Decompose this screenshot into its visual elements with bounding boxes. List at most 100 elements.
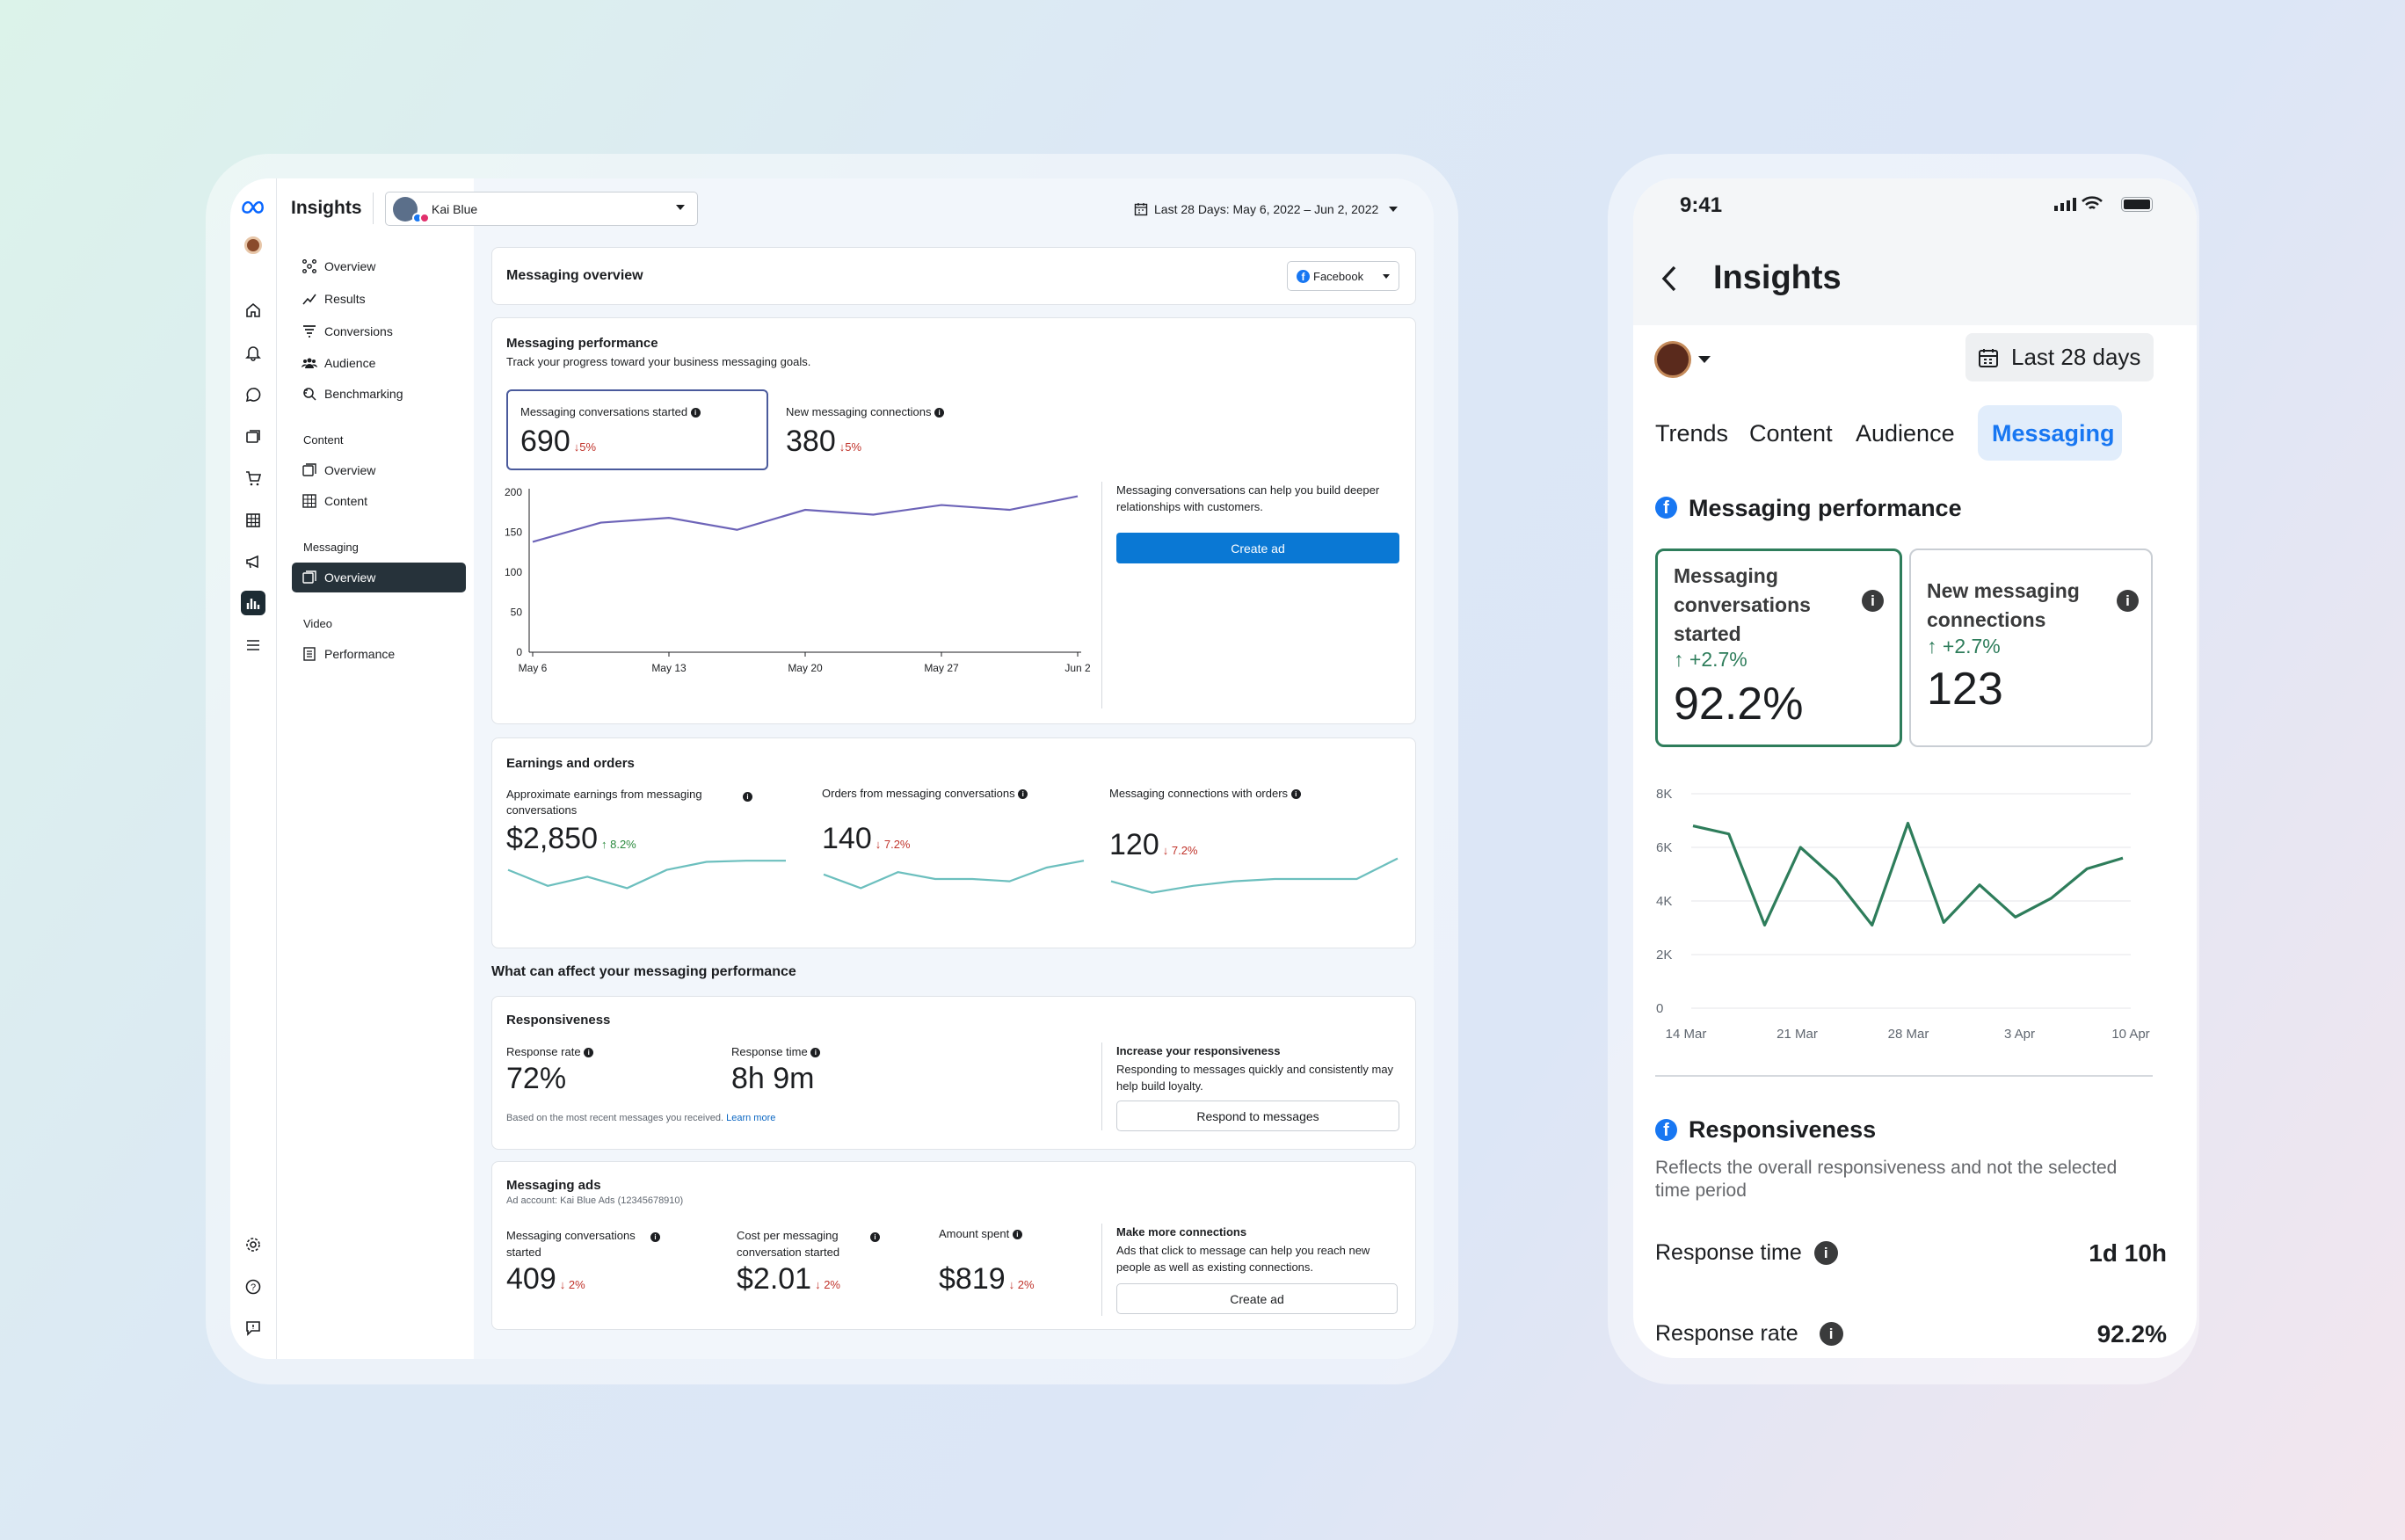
learn-more-link[interactable]: Learn more: [726, 1113, 776, 1123]
account-selector[interactable]: Kai Blue: [385, 192, 698, 226]
page-title: Messaging overview: [506, 268, 643, 283]
nav-video-performance[interactable]: Performance: [292, 639, 466, 669]
info-icon[interactable]: i: [934, 408, 945, 418]
ads-cost-value-wrap: $2.01 ↓ 2%: [737, 1262, 840, 1297]
nav-messaging-overview[interactable]: Overview: [292, 563, 466, 592]
content-icon[interactable]: [241, 425, 265, 449]
ads-title: Messaging ads: [506, 1178, 601, 1193]
resp-side-title: Increase your responsiveness: [1116, 1044, 1281, 1057]
back-arrow-icon[interactable]: [1660, 263, 1681, 294]
tab-audience[interactable]: Audience: [1856, 420, 1955, 447]
respond-to-messages-button[interactable]: Respond to messages: [1116, 1101, 1399, 1131]
help-icon[interactable]: ?: [241, 1275, 265, 1299]
home-icon[interactable]: [241, 298, 265, 323]
info-icon[interactable]: i: [810, 1048, 821, 1058]
insights-chart-icon[interactable]: [241, 591, 265, 615]
earnings-sparkline: [507, 860, 786, 890]
response-time-label: Response time: [731, 1045, 808, 1058]
meta-logo-icon[interactable]: [241, 194, 265, 219]
orders-label: Orders from messaging conversations: [822, 787, 1015, 800]
phone-date-button[interactable]: Last 28 days: [1965, 333, 2154, 381]
nav-content-overview[interactable]: Overview: [292, 455, 466, 485]
date-range-picker[interactable]: Last 28 Days: May 6, 2022 – Jun 2, 2022: [1134, 199, 1399, 220]
x-tick-label: 21 Mar: [1777, 1027, 1818, 1042]
nav-conversions[interactable]: Conversions: [292, 316, 466, 346]
x-tick-label: May 20: [788, 662, 823, 674]
nav-label: Conversions: [324, 324, 393, 338]
gear-icon[interactable]: [241, 1232, 265, 1257]
feedback-icon[interactable]: [241, 1316, 265, 1340]
signal-icon: [2054, 198, 2076, 211]
platform-dropdown[interactable]: f Facebook: [1287, 261, 1399, 291]
phone-metric-change-wrap: ↑ +2.7%: [1927, 635, 2001, 657]
results-icon: [301, 290, 318, 308]
phone-metric-change-wrap: ↑ +2.7%: [1674, 648, 1747, 671]
tab-trends[interactable]: Trends: [1655, 420, 1729, 447]
phone-avatar[interactable]: [1654, 341, 1691, 378]
phone-metric-connections[interactable]: New messaging connections i ↑ +2.7% 123: [1909, 548, 2153, 747]
messaging-ads-card: Messaging ads Ad account: Kai Blue Ads (…: [491, 1161, 1416, 1330]
avatar-chevron-icon[interactable]: [1698, 356, 1711, 363]
performance-title: Messaging performance: [506, 336, 658, 351]
tab-messaging[interactable]: Messaging: [1992, 420, 2115, 447]
messaging-overview-icon: [301, 569, 318, 586]
info-icon[interactable]: i: [1290, 789, 1301, 800]
connections-orders-change: ↓ 7.2%: [1162, 844, 1198, 857]
info-icon[interactable]: i: [1012, 1230, 1022, 1240]
info-icon[interactable]: i: [743, 792, 752, 802]
resp-divider: [1101, 1042, 1102, 1130]
bell-icon[interactable]: [241, 340, 265, 365]
info-icon[interactable]: i: [1819, 1322, 1843, 1346]
chat-icon[interactable]: [241, 382, 265, 407]
nav-audience[interactable]: Audience: [292, 348, 466, 378]
overview-icon: [301, 258, 318, 275]
nav-benchmarking[interactable]: Benchmarking: [292, 379, 466, 409]
nav-overview[interactable]: Overview: [292, 251, 466, 281]
info-icon[interactable]: i: [1813, 1241, 1838, 1265]
ads-conv-value-wrap: 409 ↓ 2%: [506, 1262, 585, 1297]
ads-cost-change: ↓ 2%: [815, 1278, 840, 1291]
info-icon[interactable]: i: [650, 1232, 660, 1242]
phone-response-time-label: Response time: [1655, 1240, 1802, 1265]
content-overview-icon: [301, 461, 318, 479]
orders-value: 140: [822, 822, 872, 855]
x-tick-label: May 27: [924, 662, 959, 674]
affect-heading: What can affect your messaging performan…: [491, 964, 796, 979]
cart-icon[interactable]: [241, 466, 265, 490]
platform-chevron-icon: [1383, 274, 1390, 279]
ads-create-ad-button[interactable]: Create ad: [1116, 1283, 1398, 1314]
metric-card-connections[interactable]: New messaging connections i 380 ↓5%: [774, 389, 1035, 470]
nav-results[interactable]: Results: [292, 284, 466, 314]
info-icon[interactable]: i: [2117, 590, 2139, 612]
left-nav: Overview Results Conversions Audience Be…: [277, 178, 474, 1359]
nav-label: Audience: [324, 356, 376, 370]
metric-value: 380: [786, 425, 836, 458]
phone-metric-label: Messaging conversations started: [1674, 564, 1811, 645]
metric-card-conversations[interactable]: Messaging conversations started i 690 ↓5%: [506, 389, 768, 470]
x-tick-label: May 6: [519, 662, 548, 674]
tab-content[interactable]: Content: [1749, 420, 1833, 447]
phone-metric-conversations[interactable]: Messaging conversations started i ↑ +2.7…: [1655, 548, 1902, 747]
info-icon[interactable]: i: [584, 1048, 594, 1058]
info-icon[interactable]: i: [690, 408, 701, 418]
funnel-icon: [301, 323, 318, 340]
menu-icon[interactable]: [241, 633, 265, 657]
desktop-window: ? Overview Results Conversions Audience …: [230, 178, 1434, 1359]
y-tick-label: 100: [505, 566, 522, 578]
x-tick-label: 10 Apr: [2111, 1027, 2149, 1042]
connections-orders-label-wrap: Messaging connections with orders i: [1109, 787, 1301, 800]
icon-rail: ?: [230, 178, 277, 1359]
table-icon[interactable]: [241, 508, 265, 533]
ads-conv-label: Messaging conversations started: [506, 1229, 636, 1259]
megaphone-icon[interactable]: [241, 549, 265, 574]
info-icon[interactable]: i: [1018, 789, 1028, 800]
nav-content-content[interactable]: Content: [292, 486, 466, 516]
account-name: Kai Blue: [432, 201, 478, 216]
create-ad-button[interactable]: Create ad: [1116, 533, 1399, 563]
info-icon[interactable]: i: [1862, 590, 1884, 612]
facebook-icon: f: [1297, 269, 1310, 283]
avatar[interactable]: [241, 233, 265, 258]
responsiveness-footnote: Based on the most recent messages you re…: [506, 1113, 724, 1123]
info-icon[interactable]: i: [870, 1232, 880, 1242]
phone-section-title: Messaging performance: [1689, 495, 1962, 521]
